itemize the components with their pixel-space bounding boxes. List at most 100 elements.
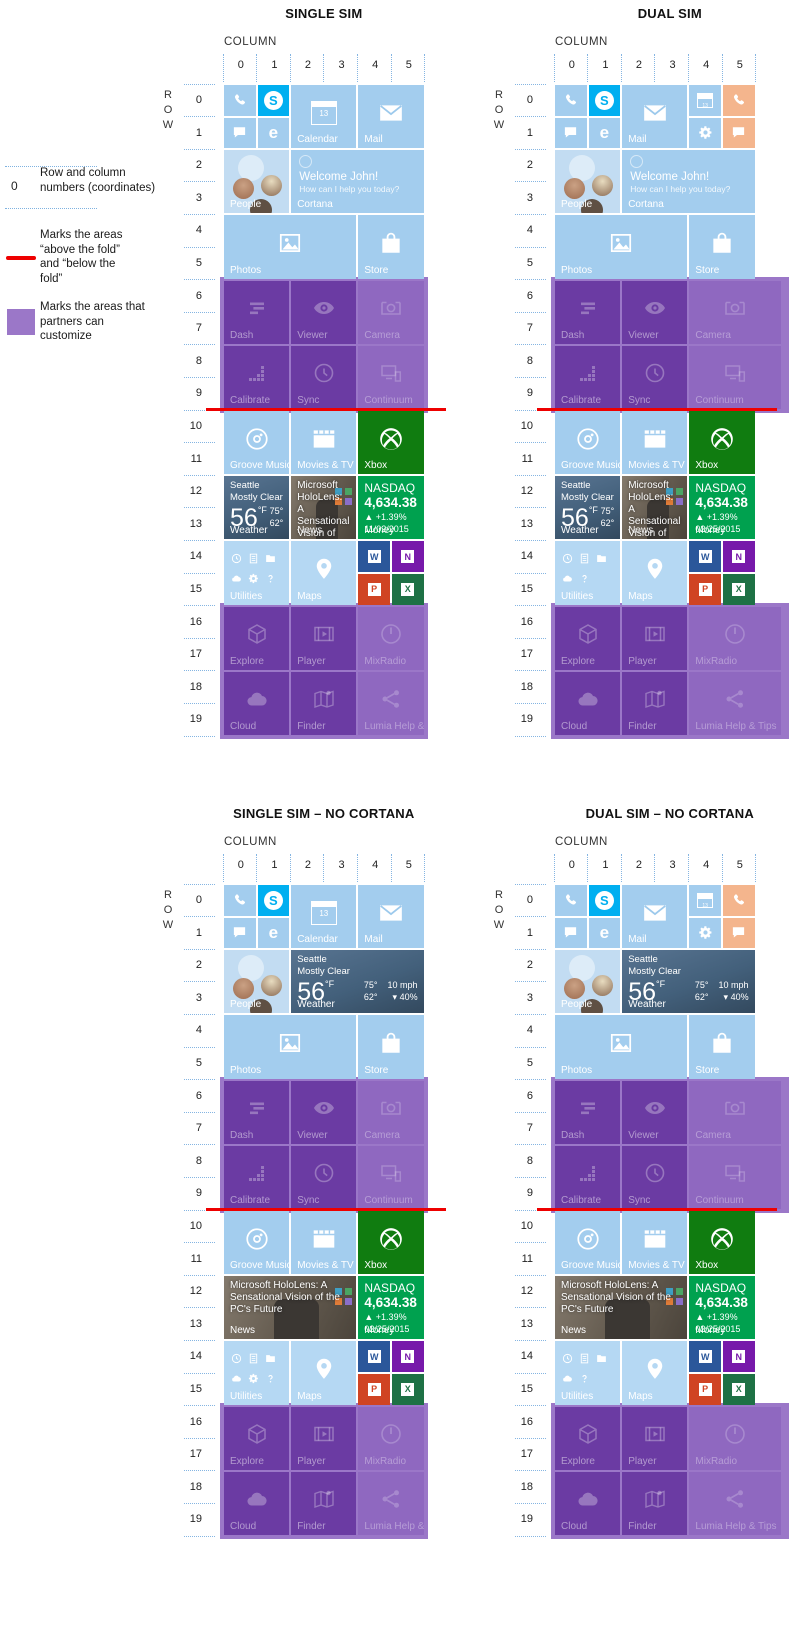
tile-viewer[interactable]: Viewer xyxy=(622,1080,688,1144)
tile-money[interactable]: NASDAQ 4,634.38 ▲ +1.39% 02/25/2015 Money xyxy=(689,476,755,540)
tile-people[interactable]: People xyxy=(224,150,290,214)
tile-sync[interactable]: Sync xyxy=(622,345,688,409)
tile-sync[interactable]: Sync xyxy=(291,1145,357,1209)
tile-finder[interactable]: Finder xyxy=(291,1471,357,1535)
tile-onenote[interactable]: N xyxy=(723,1341,755,1372)
tile-weather[interactable]: Seattle Mostly Clear 56°F 75° 62° 10 mph ▾ 40%… xyxy=(622,950,755,1014)
tile-onenote[interactable]: N xyxy=(392,1341,424,1372)
tile-money[interactable]: NASDAQ 4,634.38 ▲ +1.39% 02/25/2015 Money xyxy=(358,1276,424,1340)
tile-calendar[interactable]: 13 Calendar xyxy=(291,85,357,149)
tile-edge[interactable]: e xyxy=(257,117,290,149)
tile-onenote[interactable]: N xyxy=(392,541,424,572)
tile-finder[interactable]: Finder xyxy=(291,671,357,735)
tile-skype[interactable]: S xyxy=(257,85,290,116)
tile-excel[interactable]: X xyxy=(723,574,755,605)
tile-maps[interactable]: Maps xyxy=(622,1341,688,1405)
tile-mixradio[interactable]: MixRadio xyxy=(358,1406,424,1470)
tile-cortana[interactable]: Welcome John! How can I help you today? Co… xyxy=(622,150,755,214)
tile-finder[interactable]: Finder xyxy=(622,671,688,735)
tile-store[interactable]: Store xyxy=(689,1015,755,1079)
tile-messaging[interactable] xyxy=(555,117,587,149)
tile-camera[interactable]: Camera xyxy=(689,1080,781,1144)
tile-dash[interactable]: Dash xyxy=(555,280,621,344)
tile-excel[interactable]: X xyxy=(723,1374,755,1405)
tile-phone-sim2[interactable] xyxy=(723,85,755,116)
tile-movies-tv[interactable]: Movies & TV xyxy=(291,1211,357,1275)
tile-cloud[interactable]: Cloud xyxy=(555,671,621,735)
tile-finder[interactable]: Finder xyxy=(622,1471,688,1535)
tile-calibrate[interactable]: Calibrate xyxy=(224,1145,290,1209)
tile-explore[interactable]: Explore xyxy=(224,1406,290,1470)
tile-word[interactable]: W xyxy=(358,541,390,572)
tile-people[interactable]: People xyxy=(555,150,621,214)
tile-player[interactable]: Player xyxy=(622,606,688,670)
tile-phone[interactable] xyxy=(555,85,587,116)
tile-continuum[interactable]: Continuum xyxy=(358,1145,424,1209)
tile-cortana[interactable]: Welcome John! How can I help you today? Co… xyxy=(291,150,424,214)
tile-settings[interactable] xyxy=(689,117,721,149)
tile-cloud[interactable]: Cloud xyxy=(224,671,290,735)
tile-sync[interactable]: Sync xyxy=(622,1145,688,1209)
tile-calendar-small[interactable]: 13 xyxy=(689,885,721,916)
tile-lumia-help[interactable]: Lumia Help & Tips xyxy=(689,671,781,735)
tile-explore[interactable]: Explore xyxy=(555,606,621,670)
tile-photos[interactable]: Photos xyxy=(224,215,357,279)
tile-mail[interactable]: Mail xyxy=(622,85,688,149)
tile-messaging-sim2[interactable] xyxy=(723,917,755,949)
tile-calibrate[interactable]: Calibrate xyxy=(224,345,290,409)
tile-people[interactable]: People xyxy=(224,950,290,1014)
tile-utilities[interactable]: Utilities xyxy=(555,541,621,605)
tile-edge[interactable]: e xyxy=(588,117,621,149)
tile-dash[interactable]: Dash xyxy=(224,1080,290,1144)
tile-sync[interactable]: Sync xyxy=(291,345,357,409)
tile-xbox[interactable]: Xbox xyxy=(358,411,424,475)
tile-store[interactable]: Store xyxy=(358,1015,424,1079)
tile-utilities[interactable]: Utilities xyxy=(224,541,290,605)
tile-news[interactable]: Microsoft HoloLens: A Sensational Vision… xyxy=(555,1276,688,1340)
tile-maps[interactable]: Maps xyxy=(622,541,688,605)
tile-dash[interactable]: Dash xyxy=(555,1080,621,1144)
tile-movies-tv[interactable]: Movies & TV xyxy=(622,411,688,475)
tile-word[interactable]: W xyxy=(358,1341,390,1372)
tile-viewer[interactable]: Viewer xyxy=(291,1080,357,1144)
tile-mail[interactable]: Mail xyxy=(358,85,424,149)
tile-skype[interactable]: S xyxy=(588,885,621,916)
tile-weather[interactable]: Seattle Mostly Clear 56°F 75° 62° Weather xyxy=(224,476,290,540)
tile-messaging[interactable] xyxy=(224,117,256,149)
tile-movies-tv[interactable]: Movies & TV xyxy=(291,411,357,475)
tile-powerpoint[interactable]: P xyxy=(358,574,390,605)
tile-messaging[interactable] xyxy=(555,917,587,949)
tile-groove-music[interactable]: Groove Music xyxy=(224,1211,290,1275)
tile-skype[interactable]: S xyxy=(588,85,621,116)
tile-maps[interactable]: Maps xyxy=(291,541,357,605)
tile-continuum[interactable]: Continuum xyxy=(358,345,424,409)
tile-cloud[interactable]: Cloud xyxy=(555,1471,621,1535)
tile-dash[interactable]: Dash xyxy=(224,280,290,344)
tile-player[interactable]: Player xyxy=(291,1406,357,1470)
tile-onenote[interactable]: N xyxy=(723,541,755,572)
tile-messaging-sim2[interactable] xyxy=(723,117,755,149)
tile-camera[interactable]: Camera xyxy=(358,280,424,344)
tile-edge[interactable]: e xyxy=(588,917,621,949)
tile-xbox[interactable]: Xbox xyxy=(689,1211,755,1275)
tile-utilities[interactable]: Utilities xyxy=(555,1341,621,1405)
tile-xbox[interactable]: Xbox xyxy=(689,411,755,475)
tile-weather[interactable]: Seattle Mostly Clear 56°F 75° 62° 10 mph ▾ 40%… xyxy=(291,950,424,1014)
tile-groove-music[interactable]: Groove Music xyxy=(555,411,621,475)
tile-news[interactable]: Microsoft HoloLens: A Sensational Vision… xyxy=(291,476,357,540)
tile-news[interactable]: Microsoft HoloLens: A Sensational Vision… xyxy=(224,1276,357,1340)
tile-xbox[interactable]: Xbox xyxy=(358,1211,424,1275)
tile-camera[interactable]: Camera xyxy=(689,280,781,344)
tile-word[interactable]: W xyxy=(689,541,721,572)
tile-photos[interactable]: Photos xyxy=(555,215,688,279)
tile-lumia-help[interactable]: Lumia Help & Tips xyxy=(689,1471,781,1535)
tile-money[interactable]: NASDAQ 4,634.38 ▲ +1.39% 02/25/2015 Money xyxy=(689,1276,755,1340)
tile-calendar[interactable]: 13 Calendar xyxy=(291,885,357,949)
tile-phone-sim2[interactable] xyxy=(723,885,755,916)
tile-powerpoint[interactable]: P xyxy=(689,574,721,605)
tile-groove-music[interactable]: Groove Music xyxy=(555,1211,621,1275)
tile-cloud[interactable]: Cloud xyxy=(224,1471,290,1535)
tile-maps[interactable]: Maps xyxy=(291,1341,357,1405)
tile-edge[interactable]: e xyxy=(257,917,290,949)
tile-powerpoint[interactable]: P xyxy=(358,1374,390,1405)
